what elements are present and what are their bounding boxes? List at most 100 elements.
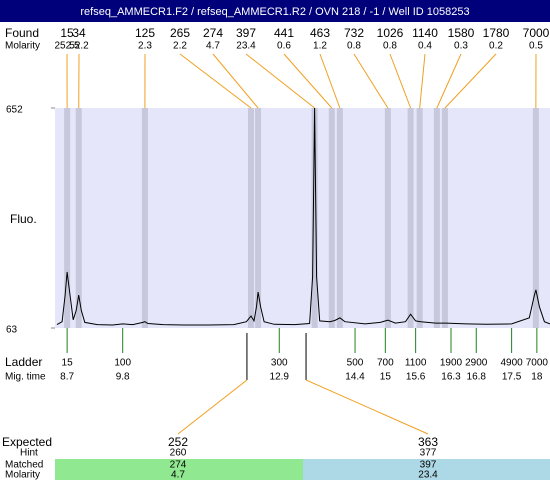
ladder-size: 100: [114, 358, 131, 369]
found-molarity: 0.8: [347, 41, 361, 52]
ladder-size: 15: [62, 358, 74, 369]
found-size: 15: [60, 26, 74, 40]
found-molarity: 52.2: [69, 41, 89, 52]
found-molarity: 252.5: [54, 41, 79, 52]
matched-size: 274: [170, 460, 187, 471]
hint-label: Hint: [20, 448, 38, 459]
found-molarity: 0.2: [489, 41, 503, 52]
found-molarity: 0.6: [277, 41, 291, 52]
mig-time-label: Mig. time: [5, 372, 46, 383]
peak-band: [336, 108, 343, 328]
found-size: 265: [170, 26, 190, 40]
found-size: 1026: [377, 26, 404, 40]
peak-connector: [436, 53, 462, 109]
found-molarity: 4.7: [206, 41, 220, 52]
found-label: Found: [5, 26, 39, 40]
title: refseq_AMMECR1.F2 / refseq_AMMECR1.R2 / …: [80, 6, 469, 18]
expected-molarity-label: Molarity: [5, 470, 40, 480]
expected-label: Expected: [2, 435, 52, 449]
peak-band: [75, 108, 82, 328]
peak-connector: [353, 53, 389, 109]
ladder-size: 300: [271, 358, 288, 369]
found-molarity: 0.4: [418, 41, 432, 52]
peak-band: [64, 108, 71, 328]
ladder-size: 700: [377, 358, 394, 369]
found-size: 125: [135, 26, 155, 40]
hint-size: 260: [170, 448, 187, 459]
peak-connector: [245, 53, 315, 109]
found-molarity: 0.3: [454, 41, 468, 52]
title-bar: [0, 0, 550, 22]
ladder-size: 2900: [465, 358, 488, 369]
y-tick-label: 63: [6, 325, 18, 336]
y-axis-label: Fluo.: [10, 212, 37, 226]
ladder-time: 12.9: [270, 372, 290, 383]
found-size: 274: [203, 26, 223, 40]
molarity-label: Molarity: [5, 41, 40, 52]
matched-bar: [55, 459, 303, 480]
matched-bar: [303, 459, 550, 480]
found-size: 7000: [523, 26, 550, 40]
matched-label: Matched: [5, 460, 43, 471]
found-size: 1580: [448, 26, 475, 40]
peak-band: [255, 108, 262, 328]
found-size: 732: [344, 26, 364, 40]
matched-molarity: 4.7: [171, 470, 185, 480]
found-size: 463: [310, 26, 330, 40]
peak-connector: [389, 53, 412, 109]
peak-band: [247, 108, 254, 328]
peak-connector: [319, 53, 341, 109]
ladder-time: 15: [380, 372, 392, 383]
ladder-time: 9.8: [116, 372, 130, 383]
found-size: 34: [72, 26, 86, 40]
peak-connector: [444, 53, 497, 109]
peak-connector: [212, 53, 259, 109]
found-molarity: 23.4: [236, 41, 256, 52]
peak-connector: [283, 53, 333, 109]
peak-band: [433, 108, 440, 328]
expected-connector: [305, 379, 429, 435]
matched-size: 397: [420, 460, 437, 471]
found-molarity: 0.5: [529, 41, 543, 52]
ladder-size: 1100: [405, 358, 427, 369]
hint-size: 377: [420, 448, 437, 459]
peak-band: [141, 108, 148, 328]
y-tick-label: 652: [6, 105, 23, 116]
peak-band: [416, 108, 423, 328]
ladder-size: 7000: [526, 358, 549, 369]
peak-band: [384, 108, 391, 328]
ladder-size: 500: [347, 358, 364, 369]
ladder-time: 14.4: [345, 372, 365, 383]
ladder-size: 1900: [440, 358, 463, 369]
ladder-time: 16.8: [467, 372, 487, 383]
ladder-size: 4900: [500, 358, 523, 369]
ladder-time: 16.3: [441, 372, 461, 383]
peak-band: [311, 108, 318, 328]
found-molarity: 1.2: [313, 41, 327, 52]
found-size: 1140: [412, 26, 438, 40]
found-molarity: 2.2: [173, 41, 187, 52]
peak-connector: [179, 53, 252, 109]
expected-connector: [177, 379, 248, 435]
found-size: 1780: [483, 26, 510, 40]
ladder-time: 18: [531, 372, 543, 383]
expected-size: 252: [168, 435, 188, 449]
expected-size: 363: [418, 435, 438, 449]
peak-band: [532, 108, 539, 328]
ladder-time: 17.5: [502, 372, 522, 383]
plot-background: [55, 108, 550, 328]
found-molarity: 2.3: [138, 41, 152, 52]
peak-band: [441, 108, 448, 328]
matched-molarity: 23.4: [418, 470, 438, 480]
ladder-time: 8.7: [60, 372, 74, 383]
ladder-time: 15.6: [406, 372, 426, 383]
found-molarity: 0.8: [383, 41, 397, 52]
found-size: 441: [274, 26, 294, 40]
ladder-label: Ladder: [5, 355, 42, 369]
peak-band: [328, 108, 335, 328]
peak-band: [407, 108, 414, 328]
found-size: 397: [236, 26, 256, 40]
peak-connector: [419, 53, 426, 109]
trace: [56, 107, 550, 326]
